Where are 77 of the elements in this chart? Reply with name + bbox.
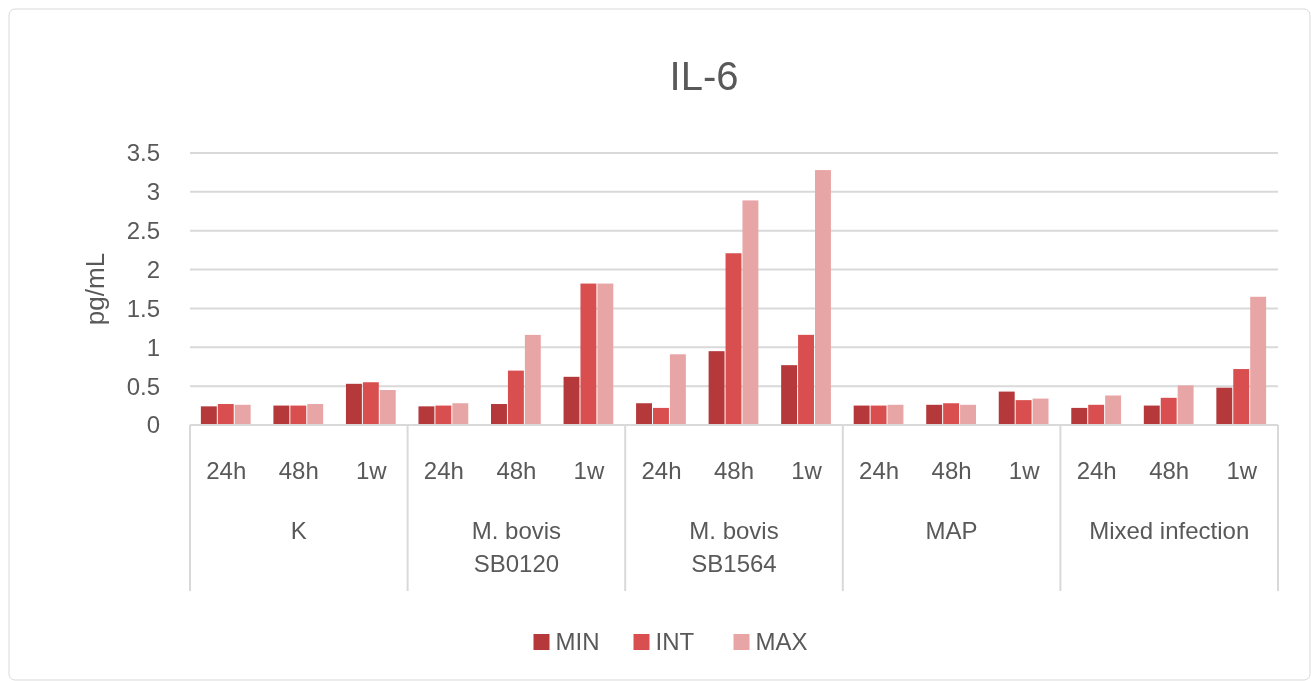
bar xyxy=(1250,296,1267,425)
y-tick-label: 1 xyxy=(146,333,160,361)
y-tick-label: 3 xyxy=(146,178,160,206)
bar xyxy=(781,365,798,425)
text: Mixed infection xyxy=(1089,517,1250,545)
bar xyxy=(452,403,469,425)
bar xyxy=(798,334,814,425)
bar xyxy=(653,407,669,425)
bar xyxy=(435,405,452,425)
x-tick-label: 1w xyxy=(573,457,605,485)
bar xyxy=(742,200,759,425)
bar xyxy=(960,404,976,425)
bar xyxy=(1032,398,1049,425)
y-tick-label: 3.5 xyxy=(126,139,160,167)
bar xyxy=(563,376,580,425)
legend-label: MAX xyxy=(755,628,808,656)
x-tick-label: 24h xyxy=(206,457,247,485)
chart-title: IL-6 xyxy=(669,54,739,98)
bar xyxy=(491,404,507,425)
bar xyxy=(1071,407,1088,425)
bar xyxy=(1105,395,1122,425)
x-tick-label: 48h xyxy=(496,457,537,485)
bar xyxy=(636,403,652,425)
x-tick-label: 1w xyxy=(1226,457,1258,485)
bar xyxy=(345,383,362,425)
bar xyxy=(1177,385,1194,425)
x-tick-label: 24h xyxy=(641,457,682,485)
x-tick-label: 24h xyxy=(859,457,900,485)
x-tick-label: 24h xyxy=(1076,457,1117,485)
bar xyxy=(1216,387,1233,425)
bar xyxy=(870,405,887,425)
y-axis-title: pg/mL xyxy=(80,252,110,326)
x-tick-label: 48h xyxy=(931,457,972,485)
x-tick-label: 1w xyxy=(355,457,388,485)
bar xyxy=(708,351,725,425)
bar xyxy=(418,406,435,425)
bar xyxy=(1233,369,1250,425)
x-tick-label: 24h xyxy=(423,457,464,485)
legend-label: MIN xyxy=(555,628,600,656)
x-tick-label: 48h xyxy=(278,457,319,485)
bar xyxy=(290,405,307,425)
y-tick-label: 2.5 xyxy=(126,217,160,245)
bar xyxy=(580,283,597,425)
bar xyxy=(362,382,379,425)
bar xyxy=(507,370,524,425)
y-tick-label: 1.5 xyxy=(126,294,160,322)
y-tick-label: 0 xyxy=(146,411,160,439)
bar xyxy=(524,334,541,425)
bar xyxy=(1015,400,1032,425)
bar xyxy=(307,404,324,425)
bar xyxy=(1160,397,1177,425)
x-tick-label: 48h xyxy=(713,457,755,485)
x-tick-label: 1w xyxy=(1008,457,1041,485)
text: M. bovis SB1564 xyxy=(689,517,779,577)
bar xyxy=(234,404,251,425)
text: MAP xyxy=(925,517,978,545)
bar xyxy=(943,403,960,425)
bar xyxy=(853,405,870,425)
x-tick-label: 48h xyxy=(1149,457,1190,485)
bar xyxy=(379,390,396,425)
bar xyxy=(200,406,217,425)
y-tick-label: 2 xyxy=(146,255,160,283)
bar xyxy=(597,283,614,425)
bar xyxy=(1143,405,1160,425)
x-tick-label: 1w xyxy=(791,457,823,485)
y-tick-label: 0.5 xyxy=(126,372,160,400)
bar xyxy=(815,170,831,425)
text: K xyxy=(290,517,307,545)
bar xyxy=(217,404,234,425)
text: M. bovis SB0120 xyxy=(471,517,562,577)
bar xyxy=(926,404,943,425)
bar xyxy=(669,354,686,425)
bar xyxy=(1088,404,1105,425)
bar xyxy=(273,405,290,425)
legend-label: INT xyxy=(655,628,695,656)
bar xyxy=(998,391,1015,425)
bar xyxy=(725,253,742,425)
